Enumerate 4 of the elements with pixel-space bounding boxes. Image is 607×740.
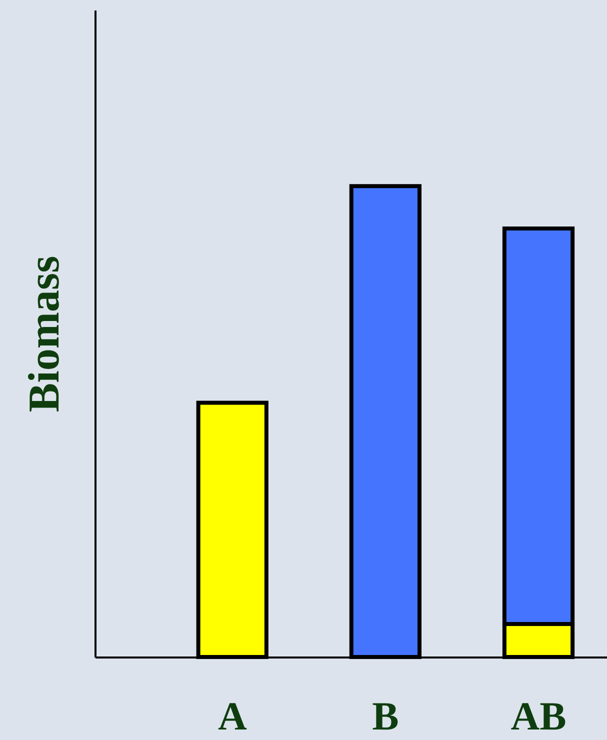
x-tick-label: AB — [510, 694, 566, 738]
x-tick-label: A — [218, 694, 247, 738]
y-axis-title: Biomass — [20, 256, 68, 412]
x-tick-label: B — [372, 694, 399, 738]
